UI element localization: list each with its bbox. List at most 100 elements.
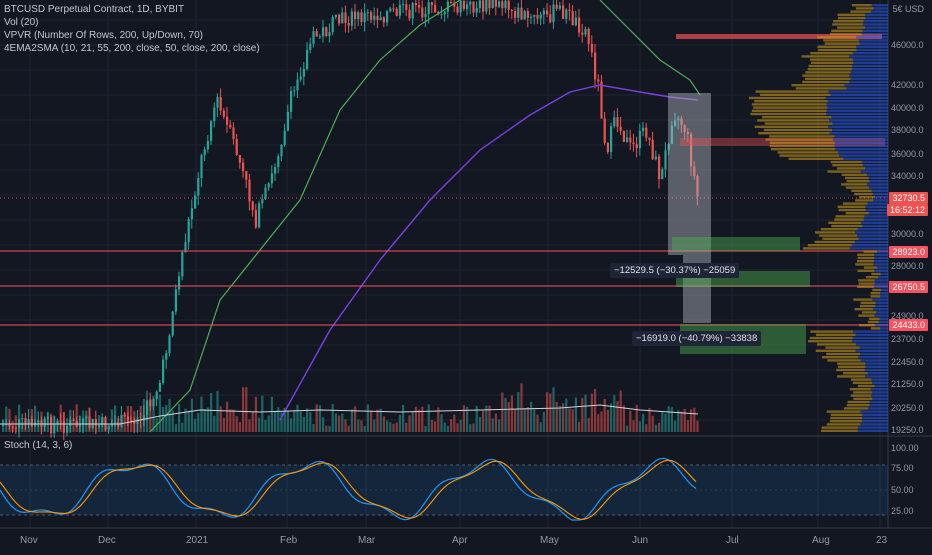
volume-bar: [130, 406, 133, 432]
volume-bar: [427, 404, 430, 432]
volume-profile-bar: [754, 125, 828, 128]
candle-body: [542, 10, 545, 15]
ema-legend[interactable]: 4EMA2SMA (10, 21, 55, 200, close, 50, cl…: [4, 43, 260, 54]
volume-bar: [315, 404, 318, 432]
volume-profile-bar: [852, 381, 873, 384]
volume-profile-bar: [865, 208, 888, 212]
volume-profile-bar: [869, 400, 888, 404]
volume-bar: [600, 411, 603, 432]
volume-profile-bar: [830, 93, 888, 96]
vpvr-legend[interactable]: VPVR (Number Of Rows, 200, Up/Down, 70): [4, 30, 203, 41]
volume-bar: [194, 418, 197, 432]
volume-bar: [658, 422, 661, 432]
measure-label-1[interactable]: −12529.5 (−30.37%) −25059: [610, 263, 740, 278]
volume-bar: [392, 423, 395, 432]
volume-profile-bar: [841, 173, 868, 176]
candle-body: [571, 11, 574, 26]
candle-body: [290, 91, 293, 112]
volume-profile-bar: [855, 263, 874, 266]
candle-body: [635, 144, 638, 149]
volume-profile-bar: [860, 301, 876, 304]
volume-profile-bar: [872, 288, 881, 292]
volume-bar: [686, 420, 689, 432]
volume-bar: [219, 406, 222, 432]
volume-profile-bar: [764, 122, 833, 125]
volume-profile-bar: [874, 384, 888, 388]
volume-bar: [104, 425, 107, 432]
candle-body: [501, 1, 504, 9]
volume-bar: [120, 424, 123, 432]
volume-bar: [254, 396, 257, 432]
candle-body: [475, 7, 478, 13]
volume-profile-bar: [843, 157, 888, 160]
volume-bar: [190, 398, 193, 432]
candle-body: [482, 0, 485, 12]
volume-profile-bar: [853, 391, 873, 394]
volume-bar: [357, 419, 360, 432]
candle-body: [251, 201, 254, 211]
volume-bar: [603, 398, 606, 432]
volume-profile-bar: [830, 413, 863, 416]
candle-body: [594, 52, 597, 80]
volume-bar: [469, 424, 472, 432]
volume-bar: [114, 405, 117, 432]
volume-bar: [347, 425, 350, 432]
candle-body: [632, 142, 635, 145]
volume-bar: [475, 405, 478, 432]
volume-bar: [322, 417, 325, 432]
volume-bar: [184, 408, 187, 432]
candle-body: [222, 110, 225, 117]
volume-bar: [82, 420, 85, 432]
volume-bar: [27, 420, 30, 432]
candle-body: [379, 17, 382, 20]
volume-bar: [8, 408, 11, 432]
volume-profile-bar: [871, 272, 881, 276]
candle-body: [274, 167, 277, 174]
volume-profile-bar: [831, 224, 863, 228]
candle-body: [318, 36, 321, 38]
stoch-legend[interactable]: Stoch (14, 3, 6): [4, 440, 73, 451]
candle-body: [174, 289, 177, 312]
candle-body: [306, 49, 309, 69]
volume-profile-bar: [862, 416, 888, 420]
volume-profile-bar: [802, 80, 850, 84]
candle-body: [181, 252, 184, 277]
volume-profile-bar: [853, 52, 888, 55]
candle-body: [267, 183, 270, 188]
volume-profile-bar: [830, 160, 863, 164]
candle-body: [680, 118, 683, 126]
volume-legend[interactable]: Vol (20): [4, 17, 39, 28]
volume-bar: [645, 424, 648, 432]
volume-profile-bar: [861, 221, 888, 224]
candle-body: [658, 156, 661, 180]
candle-body: [338, 14, 341, 24]
symbol-legend[interactable]: BTCUSD Perpetual Contract, 1D, BYBIT: [4, 4, 185, 15]
volume-profile-bar: [837, 26, 866, 29]
volume-profile-bar: [788, 157, 844, 160]
volume-profile-bar: [868, 407, 888, 410]
candle-body: [216, 97, 219, 108]
volume-bar: [498, 419, 501, 432]
volume-bar: [85, 410, 88, 432]
volume-bar: [309, 412, 312, 432]
volume-profile-bar: [858, 282, 875, 285]
candle-body: [536, 14, 539, 19]
volume-profile-bar: [808, 64, 853, 68]
candle-body: [696, 176, 699, 197]
volume-bar: [485, 405, 488, 432]
candle-body: [94, 419, 97, 426]
volume-bar: [552, 387, 555, 432]
volume-bar: [616, 401, 619, 432]
candle-body: [414, 3, 417, 6]
volume-profile-bar: [829, 119, 888, 122]
candle-body: [520, 7, 523, 20]
candle-body: [597, 79, 600, 82]
candle-body: [258, 203, 261, 228]
candle-body: [264, 187, 267, 200]
volume-profile-bar: [857, 234, 888, 237]
candle-body: [418, 5, 421, 8]
measure-label-2[interactable]: −16919.0 (−40.79%) −33838: [632, 331, 762, 346]
volume-profile-bar: [809, 336, 853, 340]
